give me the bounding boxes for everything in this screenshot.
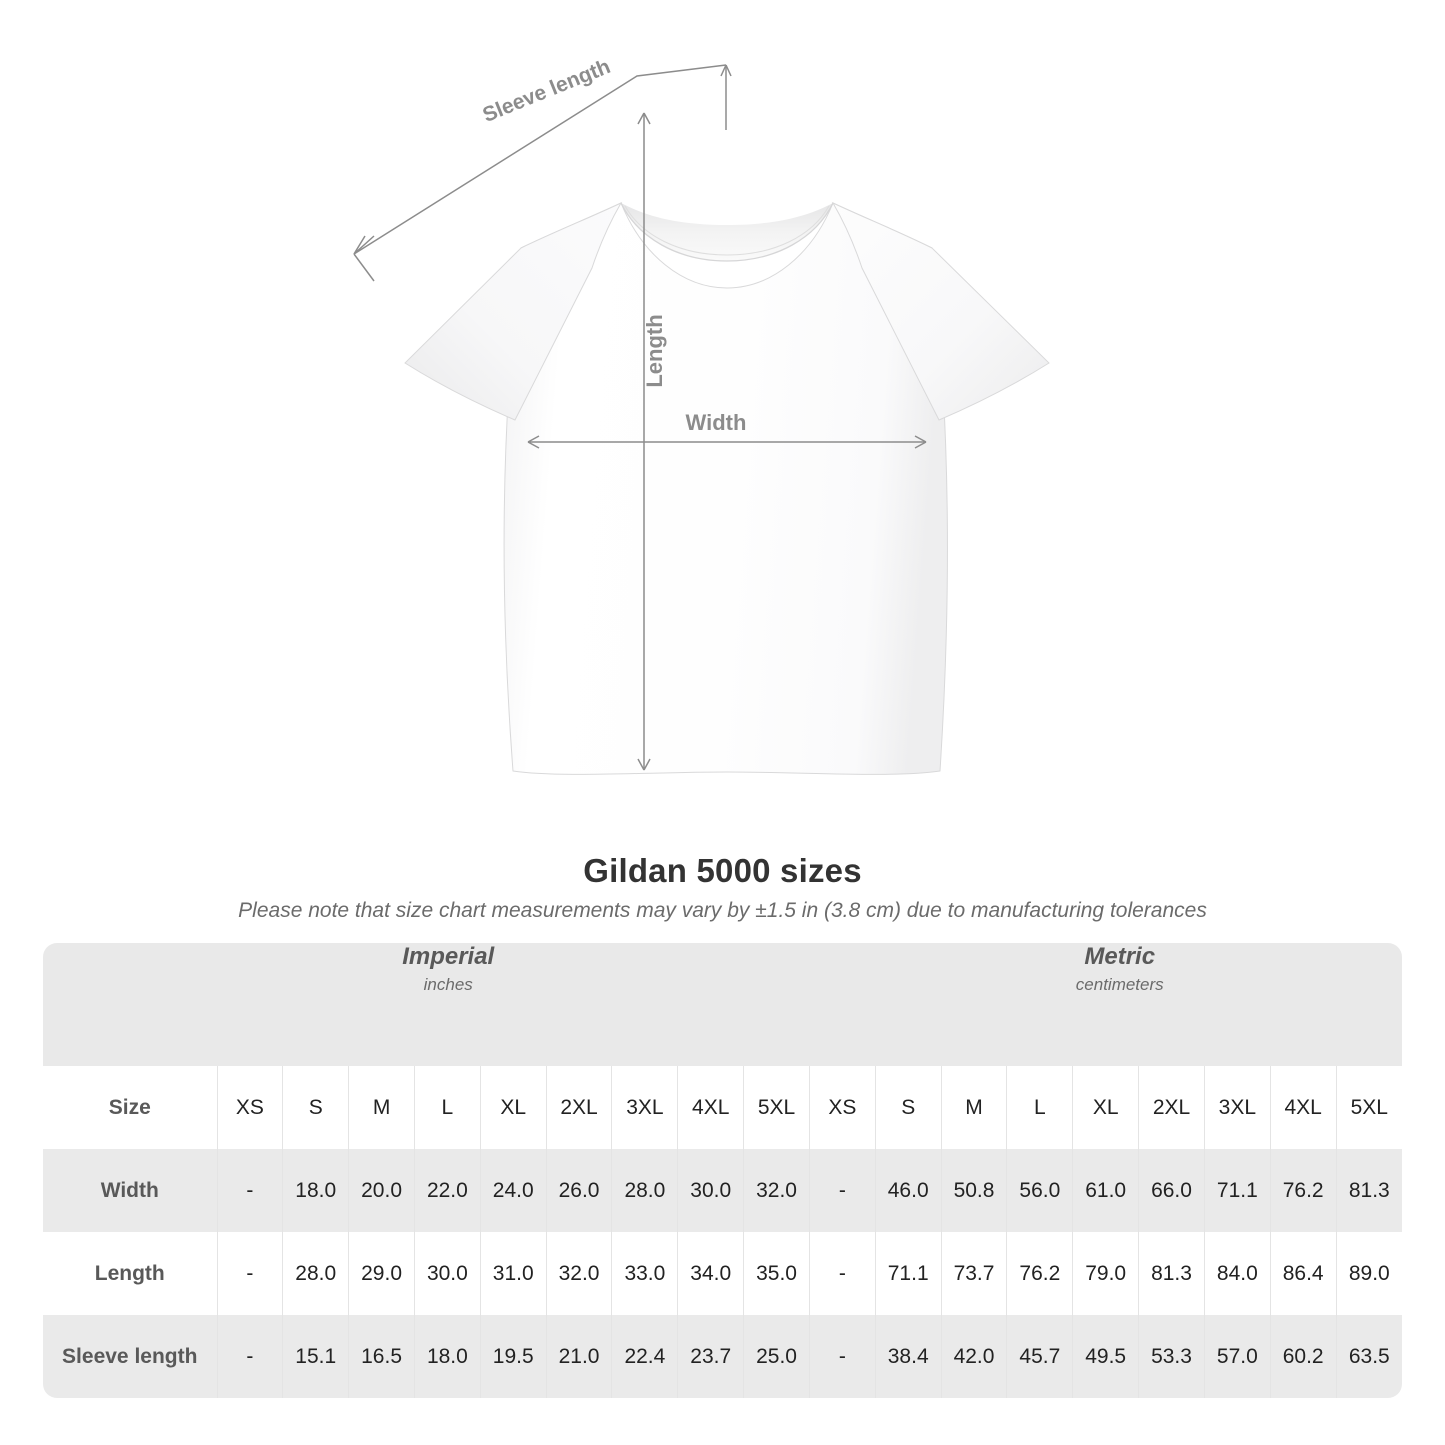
svg-text:Sleeve length: Sleeve length <box>479 55 613 127</box>
svg-text:Length: Length <box>642 314 667 387</box>
svg-text:Width: Width <box>686 410 747 435</box>
